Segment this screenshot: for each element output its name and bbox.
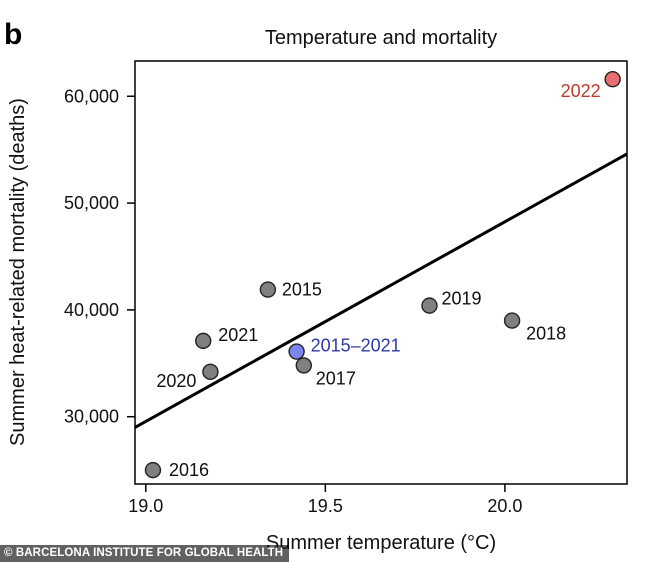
y-axis: 30,000 40,000 50,000 60,000 [64,86,135,427]
point-label-2015: 2015 [282,280,322,300]
y-tick-label: 30,000 [64,407,119,427]
data-point-2021 [195,332,212,350]
plot-frame [134,60,628,485]
point-label-2016: 2016 [169,460,209,480]
y-tick-label: 50,000 [64,193,119,213]
x-axis: 19.0 19.5 20.0 [128,484,522,516]
point-label-2021: 2021 [218,325,258,345]
point-label-2015–2021: 2015–2021 [311,336,401,356]
point-label-2017: 2017 [316,368,356,388]
data-point-2015 [259,281,277,298]
data-point-2015–2021 [288,343,305,360]
point-label-2018: 2018 [526,324,566,344]
data-point-2022 [604,70,621,88]
y-axis-label: Summer heat-related mortality (deaths) [7,98,29,446]
panel-letter: b [4,18,22,51]
x-tick-label: 19.0 [128,496,163,516]
point-label-2020: 2020 [156,371,196,391]
data-point-2018 [503,312,521,329]
regression-line [134,152,628,429]
point-label-2019: 2019 [441,289,481,309]
y-tick-label: 40,000 [64,300,119,320]
x-tick-label: 19.5 [308,496,343,516]
data-point-2020 [202,363,219,381]
data-point-2019 [421,297,438,314]
x-axis-label: Summer temperature (°C) [266,532,496,554]
data-point-2016 [144,461,162,479]
x-tick-label: 20.0 [487,496,522,516]
point-label-2022: 2022 [561,81,601,101]
credit-banner: © BARCELONA INSTITUTE FOR GLOBAL HEALTH [0,545,290,562]
chart-title: Temperature and mortality [265,27,497,49]
data-point-2017 [295,357,312,374]
data-points: 2015 2016 2017 2018 2019 2020 2021 2015–2021 202… [144,70,621,480]
y-tick-label: 60,000 [64,86,119,106]
